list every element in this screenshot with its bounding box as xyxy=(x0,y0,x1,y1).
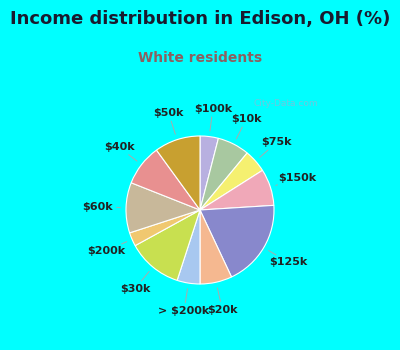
Text: > $200k: > $200k xyxy=(158,289,210,316)
Wedge shape xyxy=(126,183,200,233)
Text: $125k: $125k xyxy=(269,251,307,267)
Text: $75k: $75k xyxy=(260,138,292,157)
Text: $60k: $60k xyxy=(83,202,120,212)
Text: $10k: $10k xyxy=(231,114,262,139)
Wedge shape xyxy=(200,205,274,277)
Wedge shape xyxy=(131,150,200,210)
Text: $30k: $30k xyxy=(120,272,150,294)
Wedge shape xyxy=(200,136,218,210)
Wedge shape xyxy=(156,136,200,210)
Text: City-Data.com: City-Data.com xyxy=(254,99,318,108)
Text: $50k: $50k xyxy=(153,108,184,134)
Text: $40k: $40k xyxy=(104,142,137,161)
Text: $150k: $150k xyxy=(276,174,316,186)
Text: $100k: $100k xyxy=(194,104,232,131)
Wedge shape xyxy=(200,153,262,210)
Wedge shape xyxy=(200,138,247,210)
Wedge shape xyxy=(177,210,200,284)
Wedge shape xyxy=(200,210,232,284)
Text: White residents: White residents xyxy=(138,51,262,65)
Wedge shape xyxy=(135,210,200,280)
Text: $200k: $200k xyxy=(87,241,127,255)
Text: Income distribution in Edison, OH (%): Income distribution in Edison, OH (%) xyxy=(10,10,390,28)
Text: $20k: $20k xyxy=(207,288,238,315)
Wedge shape xyxy=(130,210,200,246)
Wedge shape xyxy=(200,170,274,210)
